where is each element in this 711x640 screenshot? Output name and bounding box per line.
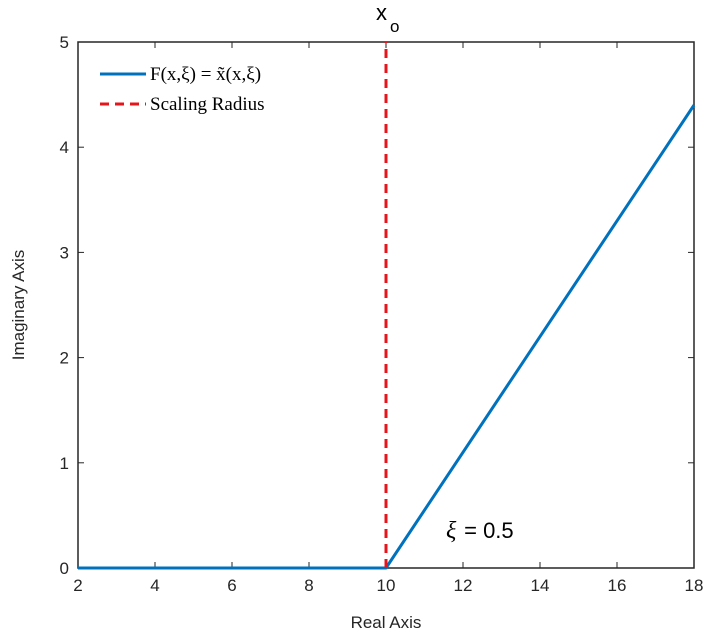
y-tick-label-0: 0 [60,559,69,578]
y-tick-label-3: 3 [60,243,69,262]
x-tick-label-6: 14 [531,576,550,595]
legend: F(x,ξ) = x̃(x,ξ) Scaling Radius [100,64,265,115]
x-tick-label-8: 18 [685,576,704,595]
y-tick-labels: 0 1 2 3 4 5 [60,33,69,578]
legend-label-series-2: Scaling Radius [150,94,265,115]
x-tick-label-5: 12 [454,576,473,595]
x-tick-labels: 2 4 6 8 10 12 14 16 18 [73,576,703,595]
x-tick-label-2: 6 [227,576,236,595]
legend-label-series-1: F(x,ξ) = x̃(x,ξ) [150,64,261,85]
y-axis-label: Imaginary Axis [9,250,28,361]
x-tick-label-7: 16 [608,576,627,595]
x-tick-label-4: 10 [377,576,396,595]
top-marker-annotation: x o [376,0,399,36]
x-tick-label-3: 8 [304,576,313,595]
xi-value: = 0.5 [458,518,514,543]
x-tick-label-1: 4 [150,576,159,595]
series-layer [78,42,696,570]
top-marker-main: x [376,0,387,25]
x-tick-label-0: 2 [73,576,82,595]
y-tick-label-5: 5 [60,33,69,52]
x-axis-label: Real Axis [351,613,422,632]
top-marker-sub: o [390,17,399,36]
xi-symbol: ξ [446,518,457,544]
y-tick-label-1: 1 [60,454,69,473]
y-tick-label-4: 4 [60,138,69,157]
xi-annotation: ξ = 0.5 [446,518,514,544]
y-tick-label-2: 2 [60,349,69,368]
